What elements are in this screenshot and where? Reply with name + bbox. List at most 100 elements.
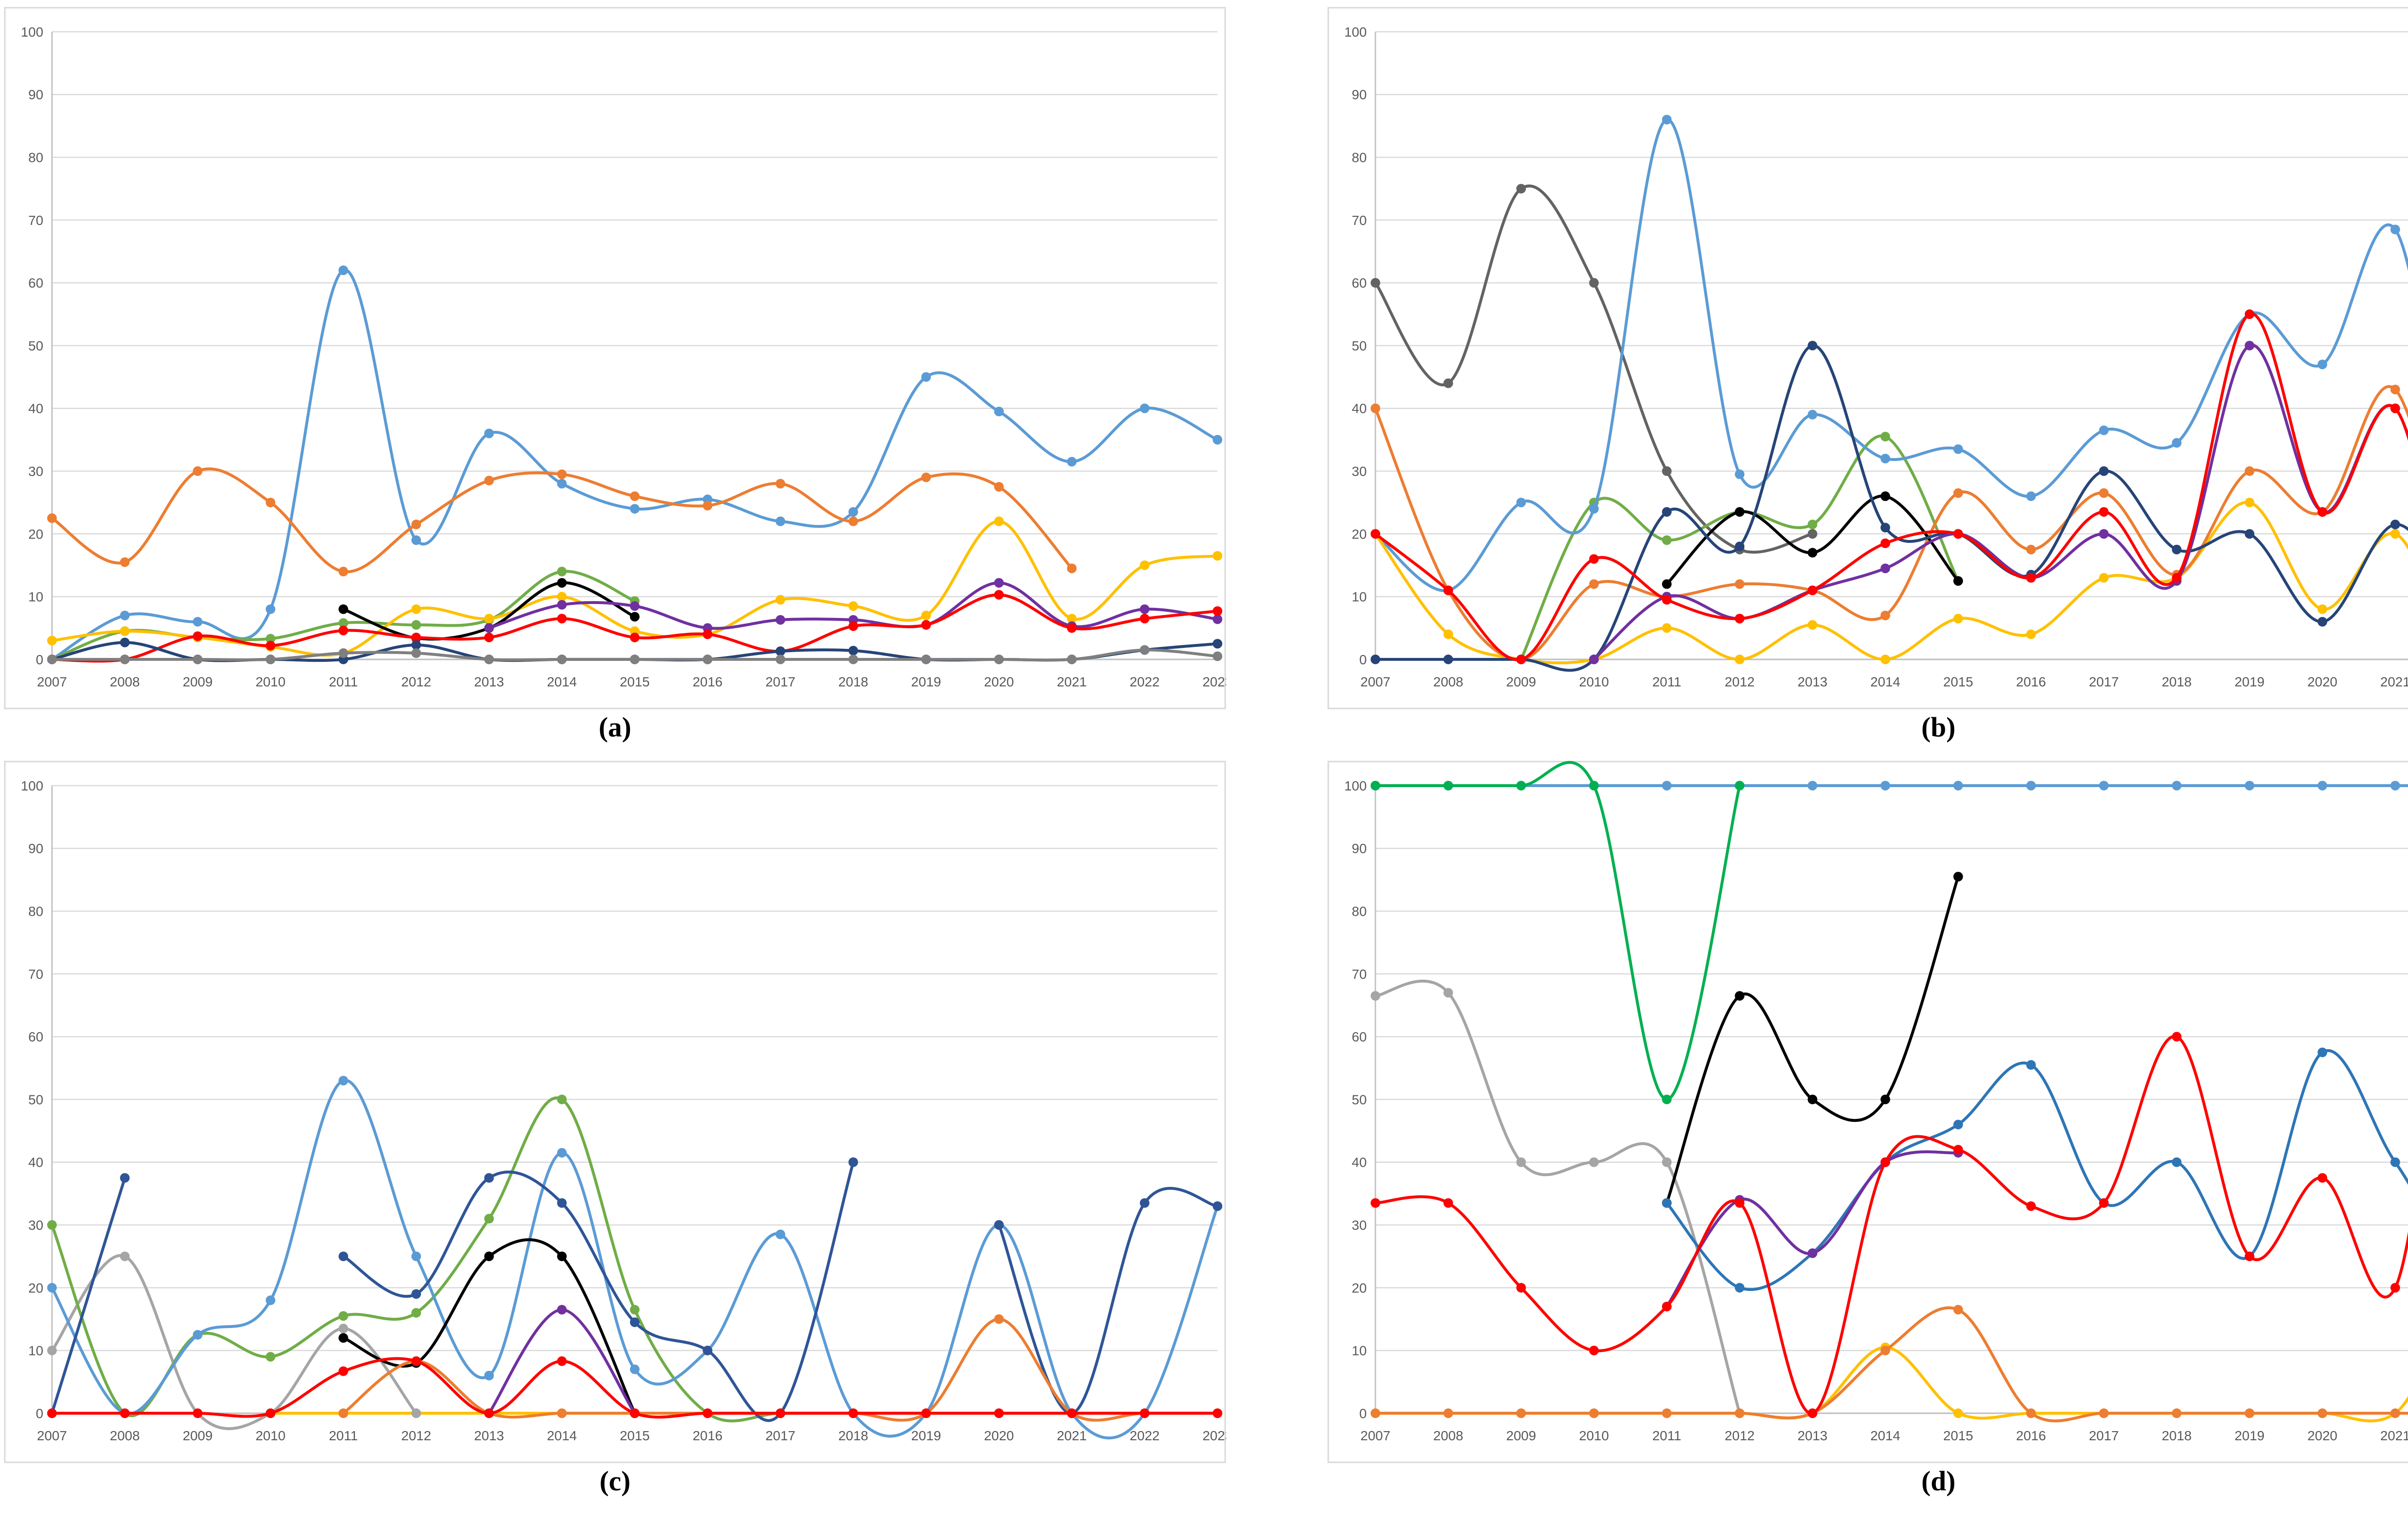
series-black xyxy=(338,1238,640,1418)
series-black xyxy=(1662,871,1963,1208)
svg-text:2008: 2008 xyxy=(110,1428,140,1443)
svg-text:2011: 2011 xyxy=(329,1428,358,1443)
svg-text:0: 0 xyxy=(1359,1406,1367,1421)
svg-text:2011: 2011 xyxy=(329,674,358,689)
svg-text:2021: 2021 xyxy=(1057,1428,1086,1443)
svg-text:2010: 2010 xyxy=(1579,1428,1609,1443)
panel-c: 0 10 20 30 40 50 60 70 80 90 100 2007 2008 2009 2010 20… xyxy=(4,760,1226,1495)
svg-text:2007: 2007 xyxy=(37,1428,67,1443)
svg-text:90: 90 xyxy=(1352,87,1367,102)
chart-border xyxy=(1327,7,2408,710)
svg-text:2017: 2017 xyxy=(765,1428,795,1443)
svg-text:70: 70 xyxy=(1352,213,1367,228)
y-axis-labels: 0 10 20 30 40 50 60 70 80 90 100 xyxy=(21,25,43,667)
svg-text:2013: 2013 xyxy=(1797,674,1827,689)
svg-text:100: 100 xyxy=(1344,25,1367,39)
series-yellow xyxy=(1370,498,2408,665)
svg-text:2019: 2019 xyxy=(911,674,941,689)
svg-text:2018: 2018 xyxy=(2162,674,2192,689)
svg-text:2015: 2015 xyxy=(1943,674,1973,689)
svg-text:2018: 2018 xyxy=(2162,1428,2192,1443)
x-axis-labels: 2007 2008 2009 2010 2011 2012 2013 2014 2015 2016… xyxy=(37,1428,1226,1443)
svg-text:2011: 2011 xyxy=(1652,674,1681,689)
series-orange xyxy=(47,466,1077,577)
panel-label-a: (a) xyxy=(599,711,631,743)
svg-text:2014: 2014 xyxy=(547,1428,577,1443)
svg-text:40: 40 xyxy=(1352,401,1367,416)
svg-text:2013: 2013 xyxy=(474,674,504,689)
svg-text:30: 30 xyxy=(1352,464,1367,479)
svg-text:2022: 2022 xyxy=(1130,1428,1160,1443)
svg-text:20: 20 xyxy=(28,1280,43,1295)
svg-text:100: 100 xyxy=(21,778,43,793)
svg-text:60: 60 xyxy=(1352,1029,1367,1044)
svg-text:40: 40 xyxy=(28,401,43,416)
svg-text:2018: 2018 xyxy=(838,674,868,689)
series-black xyxy=(1662,491,1963,589)
svg-text:2012: 2012 xyxy=(1725,1428,1754,1443)
svg-text:20: 20 xyxy=(28,526,43,541)
svg-text:0: 0 xyxy=(36,1406,43,1421)
svg-text:2013: 2013 xyxy=(1797,1428,1827,1443)
series-purple xyxy=(1662,1148,1963,1312)
series-orange xyxy=(1370,1304,2408,1422)
svg-text:2009: 2009 xyxy=(183,674,212,689)
svg-text:2017: 2017 xyxy=(2089,674,2119,689)
svg-text:50: 50 xyxy=(28,338,43,353)
svg-text:2007: 2007 xyxy=(37,674,67,689)
svg-text:2016: 2016 xyxy=(693,674,722,689)
svg-text:30: 30 xyxy=(28,1218,43,1233)
svg-text:2010: 2010 xyxy=(1579,674,1609,689)
svg-text:30: 30 xyxy=(1352,1218,1367,1233)
svg-text:2017: 2017 xyxy=(765,674,795,689)
svg-text:2007: 2007 xyxy=(1361,674,1390,689)
x-axis-labels: 2007 2008 2009 2010 2011 2012 2013 2014 2015 2016… xyxy=(1361,674,2408,689)
svg-text:2015: 2015 xyxy=(620,1428,650,1443)
x-axis-labels: 2007 2008 2009 2010 2011 2012 2013 2014 2015 2016… xyxy=(37,674,1226,689)
svg-text:10: 10 xyxy=(1352,1343,1367,1358)
svg-text:2012: 2012 xyxy=(401,674,431,689)
series-yellow xyxy=(1370,1342,2408,1422)
svg-text:70: 70 xyxy=(1352,967,1367,982)
svg-text:2009: 2009 xyxy=(1506,1428,1536,1443)
x-axis-labels: 2007 2008 2009 2010 2011 2012 2013 2014 2015 2016… xyxy=(1361,1428,2408,1443)
svg-text:2013: 2013 xyxy=(474,1428,504,1443)
svg-text:2019: 2019 xyxy=(911,1428,941,1443)
svg-text:90: 90 xyxy=(28,841,43,856)
svg-text:50: 50 xyxy=(1352,1092,1367,1107)
svg-text:2021: 2021 xyxy=(2380,674,2408,689)
svg-text:80: 80 xyxy=(1352,150,1367,165)
chart-border xyxy=(4,7,1226,710)
svg-text:2020: 2020 xyxy=(984,1428,1014,1443)
y-axis-labels: 0 10 20 30 40 50 60 70 80 90 100 xyxy=(1344,25,1367,667)
svg-text:100: 100 xyxy=(21,25,43,39)
svg-text:2022: 2022 xyxy=(1130,674,1160,689)
svg-text:2020: 2020 xyxy=(2307,1428,2337,1443)
series-navy xyxy=(47,1157,1223,1422)
y-axis-labels: 0 10 20 30 40 50 60 70 80 90 100 xyxy=(1344,778,1367,1421)
y-axis-labels: 0 10 20 30 40 50 60 70 80 90 100 xyxy=(21,778,43,1421)
svg-text:20: 20 xyxy=(1352,1280,1367,1295)
svg-text:2019: 2019 xyxy=(2235,1428,2264,1443)
svg-text:2021: 2021 xyxy=(1057,674,1086,689)
figure-grid: 0 10 20 30 40 50 60 70 80 90 100 2007 2008 2009 2010 20… xyxy=(4,7,2408,1495)
series-blue xyxy=(1662,1047,2408,1293)
chart-border xyxy=(4,761,1226,1463)
series-red xyxy=(1370,309,2408,664)
svg-text:2014: 2014 xyxy=(547,674,577,689)
svg-text:2009: 2009 xyxy=(183,1428,212,1443)
svg-text:20: 20 xyxy=(1352,526,1367,541)
svg-text:2019: 2019 xyxy=(2235,674,2264,689)
svg-text:0: 0 xyxy=(1359,652,1367,667)
series-light-blue xyxy=(47,1076,1223,1440)
series-green xyxy=(1370,761,1745,1105)
svg-text:2018: 2018 xyxy=(838,1428,868,1443)
svg-text:40: 40 xyxy=(28,1155,43,1170)
svg-text:2020: 2020 xyxy=(2307,674,2337,689)
svg-text:2023: 2023 xyxy=(1203,674,1226,689)
svg-text:80: 80 xyxy=(28,150,43,165)
series-red xyxy=(1370,1031,2408,1418)
